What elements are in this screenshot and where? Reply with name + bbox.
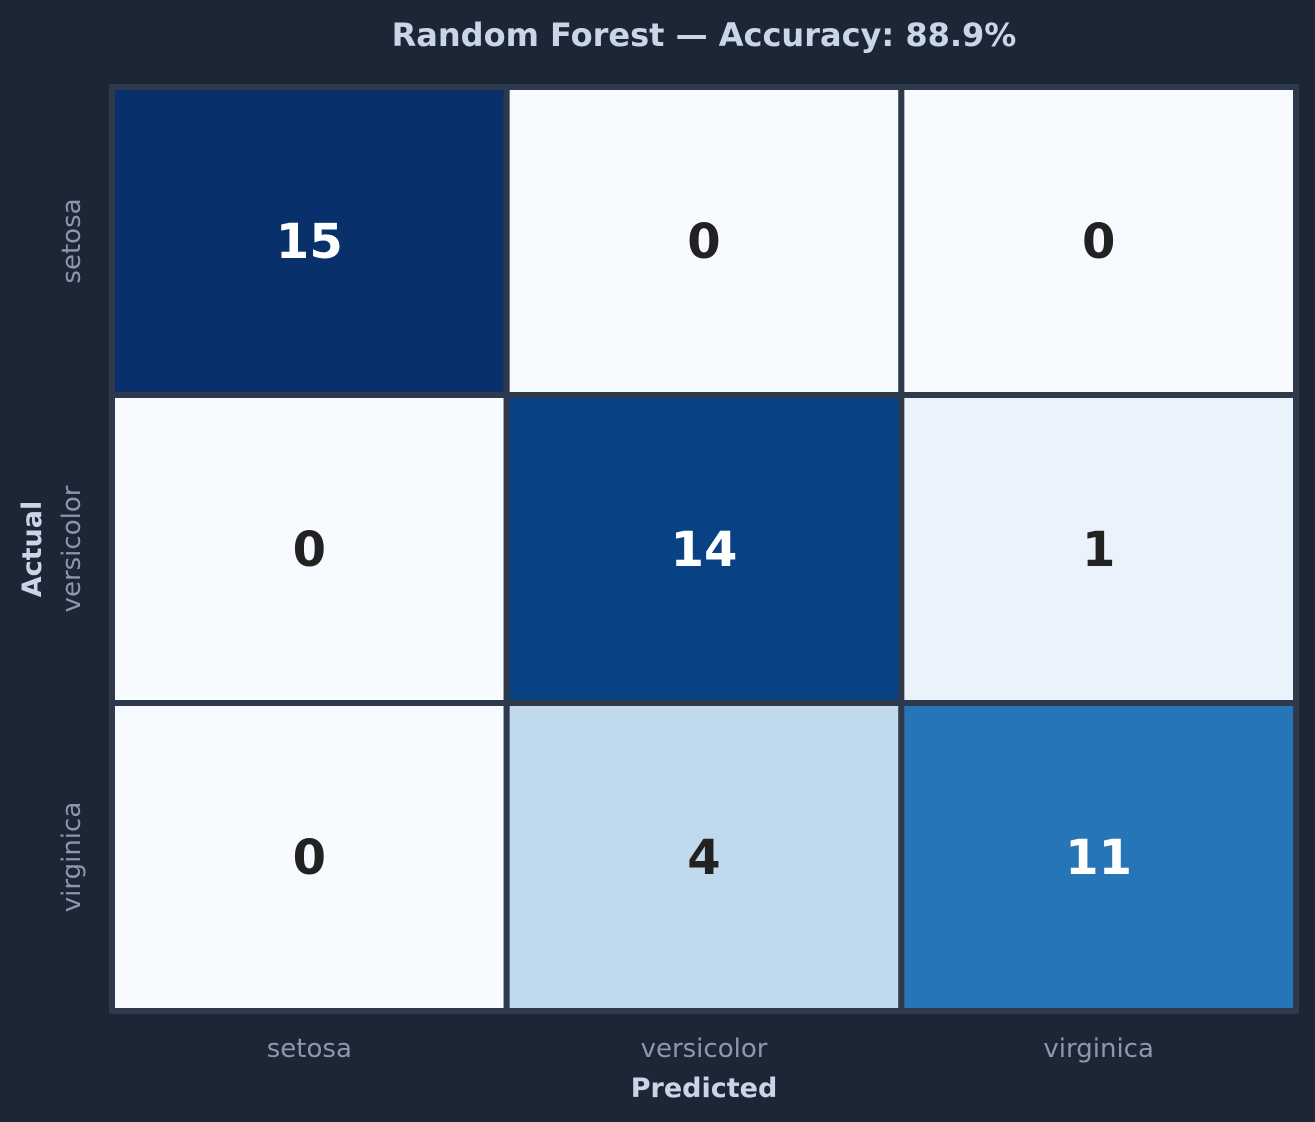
cell-value-label: 0 (687, 214, 720, 270)
heatmap-cell-setosa-setosa (109, 84, 510, 398)
y-tick-label: virginica (57, 802, 87, 913)
cell-value-label: 4 (687, 830, 720, 886)
cell-value-label: 15 (276, 214, 343, 270)
chart-title: Random Forest — Accuracy: 88.9% (392, 16, 1017, 54)
cell-value-label: 0 (293, 830, 326, 886)
heatmap-cell-versicolor-virginica (898, 392, 1299, 706)
y-axis-label: Actual (17, 501, 48, 598)
heatmap-frame (110, 85, 1298, 1013)
y-tick-labels: setosa versicolor virginica (57, 198, 87, 912)
x-tick-labels: setosa versicolor virginica (267, 1034, 1154, 1064)
y-tick-label: versicolor (57, 485, 87, 612)
heatmap-cell-virginica-versicolor (503, 700, 905, 1014)
x-tick-label: versicolor (641, 1034, 768, 1064)
y-tick-label: setosa (57, 198, 87, 283)
x-axis-label: Predicted (631, 1073, 778, 1104)
cell-value-label: 1 (1082, 522, 1115, 578)
cell-value-label: 11 (1065, 830, 1132, 886)
x-tick-label: virginica (1043, 1034, 1154, 1064)
cell-value-label: 0 (293, 522, 326, 578)
x-tick-label: setosa (267, 1034, 352, 1064)
cell-value-label: 14 (671, 522, 738, 578)
heatmap-grid: 15 0 0 0 14 1 0 4 11 (109, 84, 1299, 1014)
cell-value-label: 0 (1082, 214, 1115, 270)
heatmap-cell-setosa-versicolor (503, 84, 905, 398)
